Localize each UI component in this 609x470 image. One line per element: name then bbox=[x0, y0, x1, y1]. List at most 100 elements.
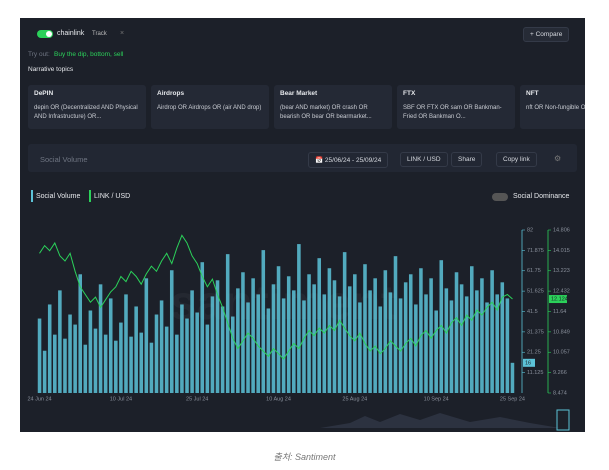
try-out-suggestion[interactable]: Buy the dip, bottom, sell bbox=[54, 51, 124, 58]
bar bbox=[383, 270, 388, 393]
bar bbox=[337, 296, 342, 393]
compare-button[interactable]: + Compare bbox=[523, 27, 570, 42]
legend-swatch bbox=[31, 190, 33, 202]
bar bbox=[408, 274, 413, 393]
legend-label: Social Volume bbox=[36, 193, 81, 200]
bar bbox=[414, 304, 418, 393]
bar bbox=[297, 244, 301, 393]
y2-tick-label: 14.806 bbox=[553, 227, 570, 233]
dominance-toggle[interactable] bbox=[492, 193, 508, 201]
track-label[interactable]: Track bbox=[92, 31, 107, 37]
y2-tick-label: 10.057 bbox=[553, 350, 570, 356]
bar bbox=[332, 280, 337, 393]
date-range-text: 25/06/24 - 25/09/24 bbox=[324, 157, 382, 164]
bar bbox=[47, 304, 52, 393]
bar bbox=[230, 316, 235, 393]
bar bbox=[180, 304, 184, 393]
topic-query: (bear AND market) OR crash OR bearish OR… bbox=[280, 105, 372, 120]
topic-name: Airdrops bbox=[157, 90, 185, 97]
bar bbox=[505, 298, 510, 393]
topic-name: FTX bbox=[403, 90, 416, 97]
topic-query: SBF OR FTX OR sam OR Bankman-Fried OR Ba… bbox=[403, 105, 502, 120]
y2-tick-label: 10.849 bbox=[553, 329, 570, 335]
bar bbox=[439, 260, 444, 393]
try-out-label: Try out: bbox=[28, 51, 50, 58]
bar bbox=[164, 326, 169, 393]
bar bbox=[271, 284, 276, 393]
bar bbox=[200, 262, 205, 393]
bar bbox=[134, 306, 138, 393]
bar bbox=[215, 280, 220, 393]
bar bbox=[307, 274, 311, 393]
bar bbox=[454, 272, 459, 393]
caption: 출처: Santiment bbox=[273, 452, 336, 462]
bar bbox=[317, 258, 322, 393]
bar bbox=[119, 322, 123, 393]
bar bbox=[393, 256, 398, 393]
legend-label: LINK / USD bbox=[94, 193, 131, 200]
bar bbox=[398, 298, 403, 393]
bar bbox=[159, 300, 164, 393]
navigator-handle[interactable] bbox=[556, 409, 570, 431]
y-tick-label: 71.875 bbox=[527, 248, 544, 254]
asset-toggle[interactable] bbox=[37, 30, 53, 38]
metric-title: Social Volume bbox=[40, 155, 88, 164]
bar bbox=[98, 284, 103, 393]
topic-card[interactable]: NFT nft OR Non-fungible OR rarible OR S bbox=[520, 85, 585, 129]
bar bbox=[363, 264, 367, 393]
bar bbox=[510, 362, 515, 393]
bar bbox=[58, 290, 62, 393]
bar bbox=[124, 294, 128, 393]
bar bbox=[459, 284, 464, 393]
y2-tick-label: 9.266 bbox=[553, 370, 567, 376]
date-range[interactable]: 📅 25/06/24 - 25/09/24 bbox=[308, 152, 389, 168]
legend-swatch bbox=[89, 190, 91, 202]
pair-button[interactable]: LINK / USD bbox=[400, 152, 448, 167]
y-tick-label: 31.375 bbox=[527, 329, 544, 335]
bar bbox=[373, 278, 377, 393]
topic-card[interactable]: Bear Market (bear AND market) OR crash OR… bbox=[274, 85, 392, 129]
x-tick-label: 25 Jul 24 bbox=[186, 396, 208, 402]
y-tick-label: 11.125 bbox=[527, 370, 543, 376]
chart: 82 71.875 61.75 51.625 41.5 31.375 21.25 11.125… bbox=[27, 227, 570, 431]
bar bbox=[93, 328, 98, 393]
bar bbox=[302, 300, 306, 393]
bar bbox=[388, 292, 393, 393]
bar bbox=[485, 302, 489, 393]
bar bbox=[195, 312, 199, 393]
bar bbox=[266, 308, 271, 393]
bar bbox=[73, 324, 77, 393]
bar bbox=[276, 266, 281, 393]
x-tick-label: 10 Sep 24 bbox=[424, 396, 449, 402]
dominance-label: Social Dominance bbox=[513, 193, 570, 200]
bar bbox=[342, 252, 347, 393]
bar bbox=[327, 268, 332, 393]
bar bbox=[475, 290, 479, 393]
bar bbox=[236, 288, 240, 393]
copy-link-button[interactable]: Copy link bbox=[496, 152, 537, 167]
settings-icon[interactable]: ⚙ bbox=[554, 154, 562, 163]
topic-name: Bear Market bbox=[280, 90, 318, 97]
bar bbox=[144, 278, 149, 393]
topic-card[interactable]: Airdrops Airdrop OR Airdrops OR (air AND … bbox=[151, 85, 269, 129]
topic-name: DePIN bbox=[34, 90, 54, 97]
toolbar bbox=[28, 144, 577, 172]
share-button[interactable]: Share bbox=[451, 152, 483, 167]
line bbox=[39, 234, 513, 360]
bar bbox=[114, 340, 118, 393]
bar bbox=[403, 282, 408, 393]
close-button[interactable]: × bbox=[120, 30, 125, 37]
x-tick-label: 25 Sep 24 bbox=[500, 396, 525, 402]
topic-card[interactable]: FTX SBF OR FTX OR sam OR Bankman-Fried OR… bbox=[397, 85, 515, 129]
bar bbox=[37, 318, 42, 393]
bar bbox=[256, 294, 260, 393]
bar bbox=[368, 290, 372, 393]
y-tick-label: 61.75 bbox=[527, 268, 541, 274]
y-tick-label: 41.5 bbox=[527, 309, 538, 315]
bar bbox=[434, 310, 438, 393]
bar bbox=[444, 288, 449, 393]
bar bbox=[251, 278, 255, 393]
topic-card[interactable]: DePIN depin OR (Decentralized AND Physica… bbox=[28, 85, 146, 129]
y2-tick-label: 14.015 bbox=[553, 248, 570, 254]
